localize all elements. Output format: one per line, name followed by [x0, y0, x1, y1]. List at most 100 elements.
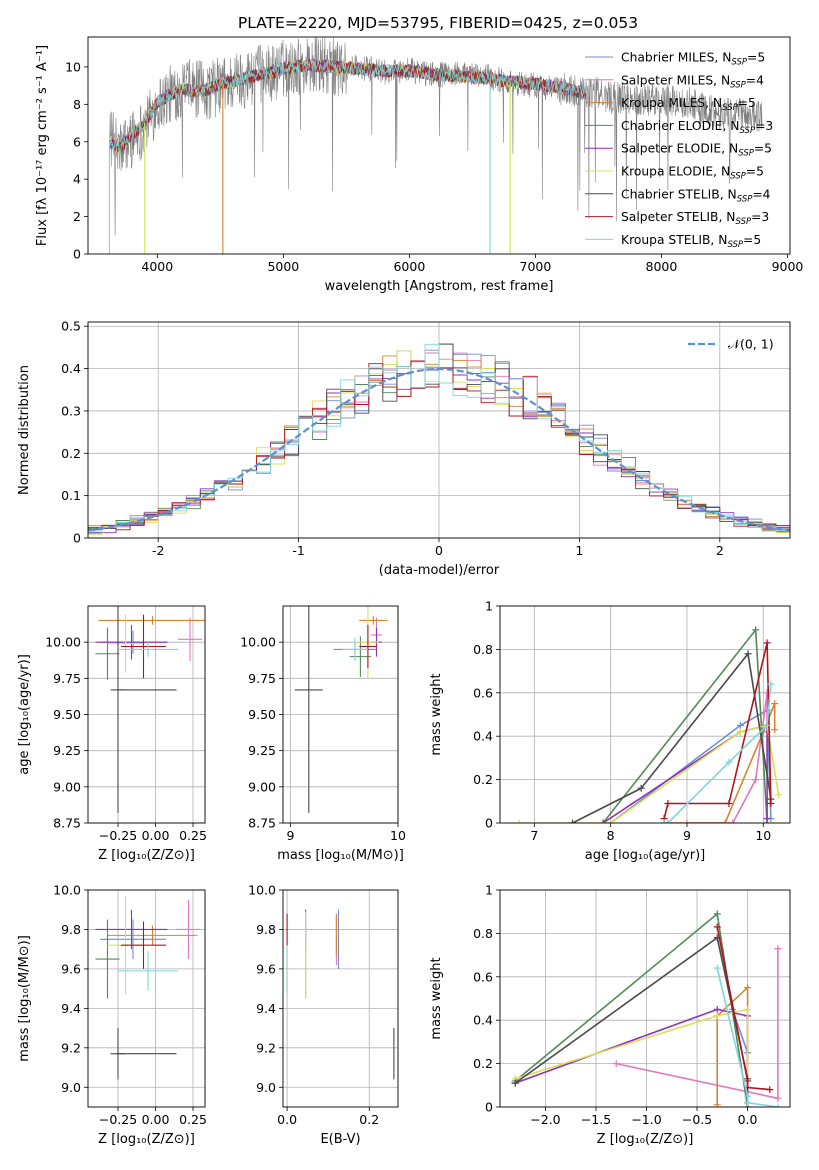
y-tick-label: 9.25: [53, 743, 81, 758]
weight-point: [664, 819, 672, 823]
weight-point: [774, 1103, 782, 1107]
axes-Z_age: −0.25 0.00 0.25 8.75 9.00 9.25 9.50 9.75 10.00 Z …: [17, 605, 207, 863]
axes-residuals: -2 -1 0 1 2 0 0.1 0.2 0.3 0.4 0.5 (data-model)/erro…: [17, 319, 791, 578]
x-tick-label: −1.5: [581, 1112, 611, 1127]
y-tick-label: 9.8: [61, 922, 81, 937]
y-tick-label: 0.5: [61, 319, 81, 334]
y-tick-label: 9.50: [248, 707, 276, 722]
y-tick-label: 10.0: [53, 883, 81, 898]
x-tick-label: −0.25: [99, 1112, 137, 1127]
weight-point: [736, 721, 744, 729]
x-axis-label: Z [log₁₀(Z/Z⊙)]: [597, 1132, 694, 1147]
marks-weight_age: [515, 626, 783, 823]
histogram-step: [88, 343, 790, 538]
y-axis-label: age [log₁₀(age/yr)]: [17, 654, 32, 775]
y-axis-label: mass weight: [429, 957, 444, 1039]
y-tick-label: 0.1: [61, 488, 81, 503]
weight-point: [713, 1005, 721, 1013]
x-tick-label: 0.25: [179, 1112, 207, 1127]
weight-point: [713, 910, 721, 918]
legend-entry: Chabrier STELIB, NSSP=4: [621, 187, 771, 204]
spectrum-data-line: [109, 37, 763, 236]
y-axis-label: mass [log₁₀(M/M⊙)]: [17, 935, 32, 1062]
y-axis-label: Flux [fλ 10⁻¹⁷ erg cm⁻² s⁻¹ A⁻¹]: [35, 45, 50, 246]
marks-residuals: [88, 343, 790, 538]
axes-ebv_mass: 0.0 0.2 9.0 9.2 9.4 9.6 9.8 10.0 E(B-V): [248, 883, 399, 1147]
y-tick-label: 1: [485, 883, 493, 898]
y-tick-label: 9.4: [256, 1001, 276, 1016]
weight-point: [721, 819, 729, 823]
x-axis-label: age [log₁₀(age/yr)]: [585, 848, 706, 863]
axes-weight_age: 7 8 9 10 0 0.2 0.4 0.6 0.8 1 age [log₁₀(age/yr)] ma…: [429, 599, 791, 863]
x-tick-label: 8: [607, 828, 615, 843]
x-tick-label: 0.25: [179, 828, 207, 843]
x-axis-label: (data-model)/error: [379, 563, 500, 578]
marks-weight_Z: [511, 910, 782, 1107]
x-axis-label: wavelength [Angstrom, rest frame]: [325, 279, 554, 294]
x-tick-label: −2.0: [530, 1112, 560, 1127]
marks-mass_age: [294, 606, 388, 813]
x-tick-label: 0.2: [359, 1112, 379, 1127]
marks-Z_age: [95, 606, 205, 813]
weight-point: [775, 791, 783, 799]
weight-point: [763, 815, 771, 823]
x-tick-label: 10: [390, 828, 406, 843]
y-tick-label: 9.6: [256, 961, 276, 976]
axes-frame-weight_age: [499, 605, 791, 824]
normal-curve: [88, 367, 790, 532]
axes-frame-Z_mass: [87, 889, 206, 1108]
y-tick-label: 9.6: [61, 961, 81, 976]
x-tick-label: 8000: [646, 259, 678, 274]
x-axis-label: Z [log₁₀(Z/Z⊙)]: [98, 1132, 195, 1147]
axes-frame-mass_age: [282, 605, 399, 824]
y-tick-label: 8: [73, 97, 81, 112]
y-tick-label: 9.0: [61, 1080, 81, 1095]
x-tick-label: 7: [530, 828, 538, 843]
weight-point: [767, 680, 775, 688]
axes-Z_mass: −0.25 0.00 0.25 9.0 9.2 9.4 9.6 9.8 10.0 Z [log₁₀…: [17, 883, 207, 1148]
y-tick-label: 1: [485, 599, 493, 614]
x-axis-label: E(B-V): [320, 1132, 360, 1147]
axes-frame-weight_Z: [499, 889, 791, 1108]
weight-point: [612, 1060, 620, 1068]
x-tick-label: 9000: [772, 259, 804, 274]
weight-point: [511, 1079, 519, 1087]
x-tick-label: 0.0: [738, 1112, 758, 1127]
legend-entry: 𝒩(0, 1): [728, 337, 774, 352]
y-tick-label: 6: [73, 134, 81, 149]
spectrum-legend: Chabrier MILES, NSSP=5 Salpeter MILES, NS…: [585, 51, 773, 250]
axes-frame-spectrum: [87, 36, 791, 255]
y-tick-label: 0: [73, 247, 81, 262]
y-tick-label: 9.75: [248, 671, 276, 686]
x-tick-label: 10: [755, 828, 771, 843]
legend-entry: Kroupa STELIB, NSSP=5: [621, 233, 761, 250]
x-tick-label: 9: [683, 828, 691, 843]
weight-point: [763, 721, 771, 729]
weight-point: [729, 819, 737, 823]
x-tick-label: 6000: [393, 259, 425, 274]
weight-point: [599, 819, 607, 823]
x-tick-label: −1.0: [631, 1112, 661, 1127]
y-tick-label: 9.00: [248, 779, 276, 794]
x-tick-label: -2: [152, 543, 164, 558]
axes-frame-residuals: [87, 321, 791, 539]
x-axis-label: mass [log₁₀(M/M⊙)]: [277, 848, 404, 863]
weight-line: [572, 651, 772, 823]
y-tick-label: 0.8: [473, 926, 493, 941]
y-tick-label: 9.2: [256, 1040, 276, 1055]
x-tick-label: 2: [716, 543, 724, 558]
weight-point: [664, 799, 672, 807]
weight-point: [744, 1092, 752, 1100]
y-axis-label: Normed distribution: [17, 365, 32, 495]
x-tick-label: −0.25: [99, 828, 137, 843]
axes-frame-ebv_mass: [282, 889, 399, 1108]
axes-spectrum: 4000 5000 6000 7000 8000 9000 0 2 4 6 8 10 wavelengt…: [35, 36, 804, 294]
x-tick-label: 5000: [267, 259, 299, 274]
weight-point: [725, 799, 733, 807]
axes-mass_age: 9 10 8.75 9.00 9.25 9.50 9.75 10.00 mass [log₁₀(…: [240, 605, 406, 863]
weight-point: [744, 1005, 752, 1013]
weight-point: [752, 776, 760, 784]
weight-point: [713, 923, 721, 931]
weight-point: [767, 799, 775, 807]
